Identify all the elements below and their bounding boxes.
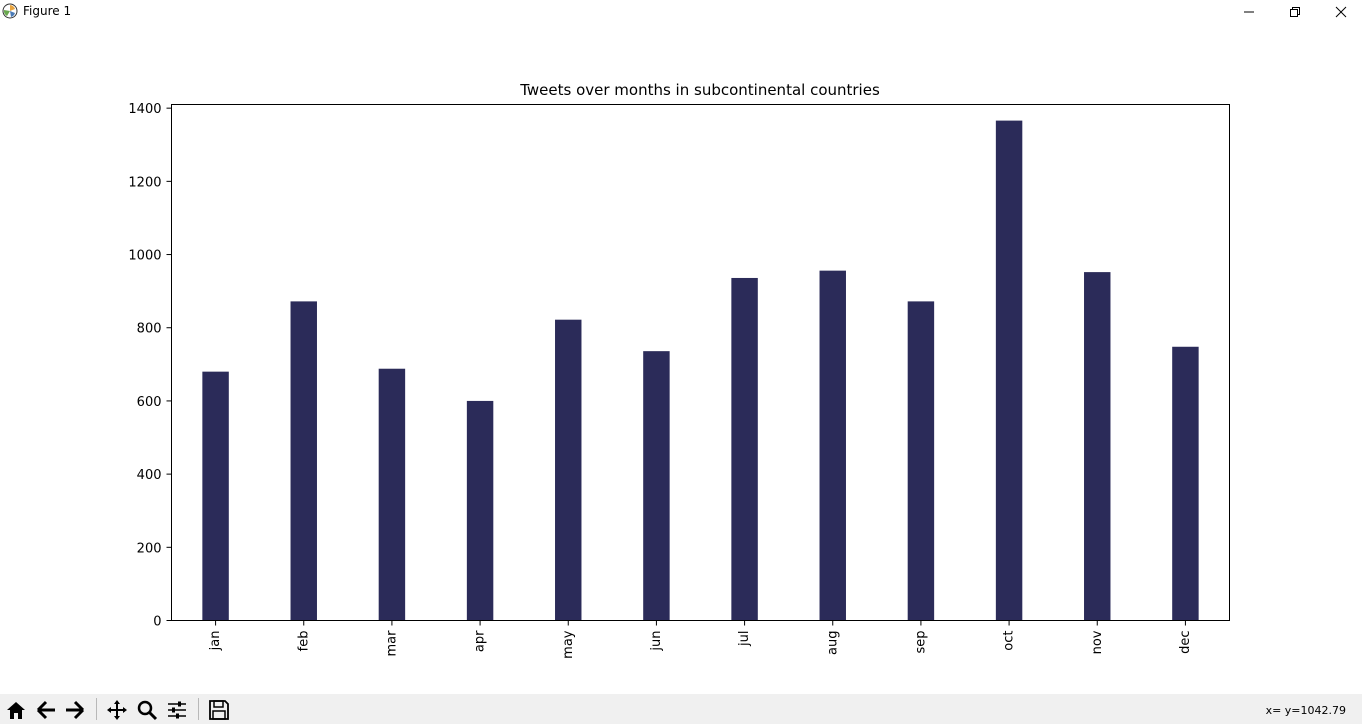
x-tick-label-sep: sep xyxy=(913,631,928,654)
minimize-button[interactable] xyxy=(1226,0,1272,24)
bar-aug xyxy=(819,270,846,621)
configure-subplots-button[interactable] xyxy=(164,697,190,723)
bar-chart: Tweets over months in subcontinental cou… xyxy=(128,81,1230,659)
bar-nov xyxy=(1084,272,1111,621)
save-button[interactable] xyxy=(206,697,232,723)
maximize-button[interactable] xyxy=(1272,0,1318,24)
y-tick-label: 800 xyxy=(137,322,162,337)
cursor-coordinates: x= y=1042.79 xyxy=(1265,704,1346,717)
x-tick-label-jul: jul xyxy=(737,631,752,647)
close-icon xyxy=(1335,6,1347,18)
toolbar-separator xyxy=(198,698,199,720)
restore-icon xyxy=(1290,7,1300,17)
x-axis: jan feb mar apr may jun jul aug sep oct nov dec xyxy=(208,620,1193,659)
x-tick-label-may: may xyxy=(561,630,576,659)
bar-feb xyxy=(290,301,317,621)
y-axis: 0 200 400 600 800 1000 1200 1400 xyxy=(128,102,172,630)
plot-frame xyxy=(171,104,1230,621)
bar-mar xyxy=(378,368,406,621)
matplotlib-icon xyxy=(2,3,18,19)
bars-group xyxy=(202,120,1199,621)
minimize-icon xyxy=(1244,11,1254,13)
window-titlebar: Figure 1 xyxy=(0,0,1362,24)
x-tick-label-oct: oct xyxy=(1002,630,1017,650)
pan-icon xyxy=(107,700,127,720)
x-tick-label-dec: dec xyxy=(1178,631,1193,654)
forward-button[interactable] xyxy=(62,697,88,723)
x-tick-label-mar: mar xyxy=(384,630,399,657)
navigation-toolbar: x= y=1042.79 xyxy=(0,694,1362,724)
y-tick-label: 200 xyxy=(137,541,162,556)
y-tick-label: 600 xyxy=(137,395,162,410)
zoom-button[interactable] xyxy=(134,697,160,723)
bar-may xyxy=(555,319,582,621)
save-icon xyxy=(209,700,229,720)
y-tick-label: 1200 xyxy=(128,175,161,190)
back-button[interactable] xyxy=(33,697,59,723)
bar-apr xyxy=(466,400,494,621)
back-arrow-icon xyxy=(36,700,55,720)
x-tick-label-jan: jan xyxy=(208,631,223,652)
home-button[interactable] xyxy=(3,697,29,723)
bar-sep xyxy=(907,301,935,621)
forward-arrow-icon xyxy=(66,700,85,720)
y-tick-label: 1000 xyxy=(128,249,161,264)
bar-jul xyxy=(731,277,758,621)
x-tick-label-aug: aug xyxy=(825,631,840,655)
x-tick-label-feb: feb xyxy=(296,631,311,652)
home-icon xyxy=(7,702,25,719)
bar-jun xyxy=(643,351,670,621)
window-title: Figure 1 xyxy=(23,4,72,18)
x-tick-label-jun: jun xyxy=(649,631,664,652)
y-tick-label: 0 xyxy=(153,615,161,630)
y-tick-label: 1400 xyxy=(128,102,161,117)
pan-button[interactable] xyxy=(104,697,130,723)
y-tick-label: 400 xyxy=(137,468,162,483)
zoom-icon xyxy=(137,700,158,721)
toolbar-separator xyxy=(96,698,97,720)
bar-oct xyxy=(995,120,1023,621)
close-button[interactable] xyxy=(1318,0,1362,24)
x-tick-label-nov: nov xyxy=(1090,630,1105,654)
bar-jan xyxy=(202,371,229,621)
chart-title: Tweets over months in subcontinental cou… xyxy=(519,81,880,99)
x-tick-label-apr: apr xyxy=(473,630,488,652)
figure-canvas[interactable]: Tweets over months in subcontinental cou… xyxy=(0,24,1362,694)
configure-subplots-icon xyxy=(168,701,186,719)
bar-dec xyxy=(1172,346,1199,621)
